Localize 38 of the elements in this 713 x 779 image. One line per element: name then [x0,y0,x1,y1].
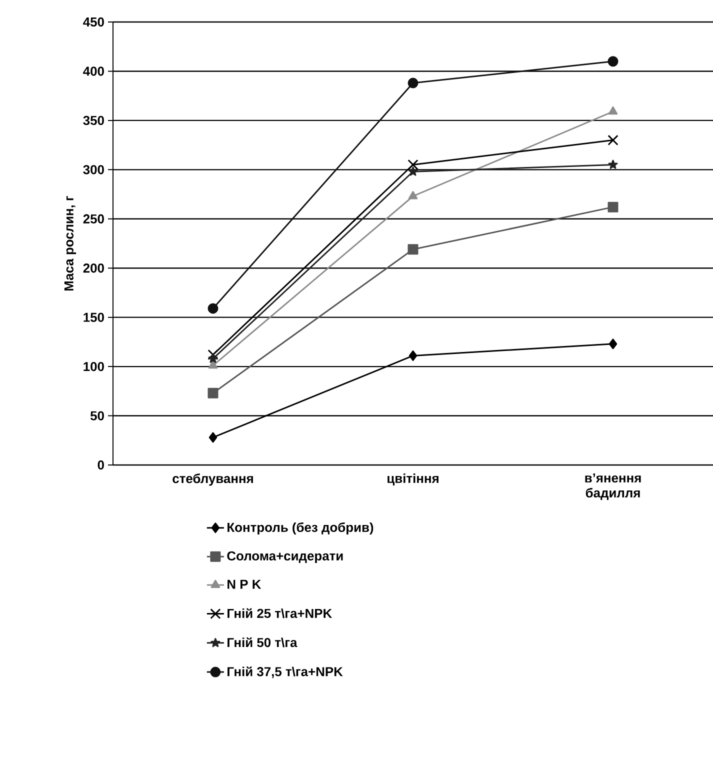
y-tick-label: 200 [83,264,104,273]
y-tick-label: 450 [83,17,104,27]
point [208,349,218,360]
legend-label: N P K [228,580,262,589]
point [408,350,418,361]
y-tick-label: 150 [84,312,104,322]
point [408,244,418,255]
x-tick-label: цвітіння [388,474,438,486]
point [608,338,618,350]
legend-label: Гній 50 т\га [228,637,298,648]
y-tick-label: 250 [83,214,104,224]
y-tick-label: 300 [83,165,104,174]
point [208,432,218,443]
point [208,360,218,369]
legend-label: Гній 37,5 т\га+NPK [228,666,343,678]
y-tick-label: 400 [83,66,104,76]
point [408,159,418,170]
y-axis-title: Маса рослин, г [64,196,76,291]
y-tick-label: 100 [84,362,104,372]
point [208,388,218,398]
point [608,202,618,212]
point [408,190,418,200]
legend-label: Контроль (без добрив) [228,522,374,535]
point [408,166,418,176]
point [208,354,218,363]
x-tick-label: в’янення бадилля [585,474,641,500]
x-tick-label: стеблування [172,474,253,486]
y-tick-label: 0 [98,460,104,470]
legend-label: Солома+сидерати [227,551,343,564]
point [608,106,618,115]
legend-label: Гній 25 т\га+NPK [228,608,332,618]
point [608,134,618,146]
point [608,160,618,169]
y-tick-label: 350 [83,116,104,126]
y-tick-label: 50 [90,411,104,420]
point [408,78,418,88]
point [208,303,218,314]
point [608,56,618,67]
